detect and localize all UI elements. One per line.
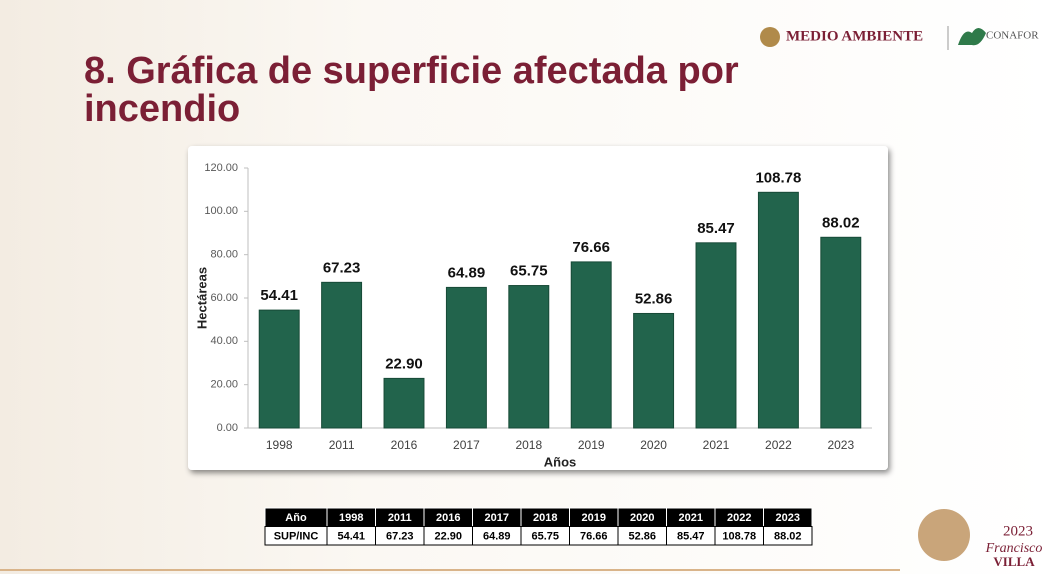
table-cell-text: 67.23 — [386, 531, 414, 543]
data-label: 65.75 — [510, 263, 548, 280]
data-label: 108.78 — [755, 169, 801, 186]
y-tick-label: 60.00 — [210, 292, 238, 304]
x-tick-label: 2016 — [391, 438, 418, 452]
data-label: 52.86 — [635, 290, 673, 307]
table-header-text: 2022 — [727, 512, 751, 524]
bar — [696, 243, 736, 428]
badge-text: 2023 — [1003, 523, 1033, 539]
table-header-text: 2023 — [776, 512, 800, 524]
table-cell-text: 88.02 — [774, 531, 802, 543]
table-cell-text: 65.75 — [531, 531, 559, 543]
data-label: 67.23 — [323, 259, 361, 276]
badge-text: VILLA — [993, 554, 1035, 569]
table-header-text: 1998 — [339, 512, 363, 524]
x-tick-label: 2018 — [515, 438, 542, 452]
x-tick-label: 2022 — [765, 438, 792, 452]
table-cell-text: 52.86 — [628, 531, 656, 543]
y-tick-label: 0.00 — [217, 422, 238, 434]
x-tick-label: 2023 — [827, 438, 854, 452]
table-cell-text: 76.66 — [580, 531, 608, 543]
table-header-text: Año — [285, 512, 307, 524]
bar — [634, 313, 674, 428]
bar — [446, 287, 486, 428]
data-label: 76.66 — [572, 239, 610, 256]
x-tick-label: 2019 — [578, 438, 605, 452]
x-tick-label: 2021 — [703, 438, 730, 452]
table-header-text: 2011 — [388, 512, 412, 524]
table-header-text: 2017 — [485, 512, 509, 524]
x-tick-label: 1998 — [266, 438, 293, 452]
badge-portrait — [918, 509, 970, 561]
table-cell-text: 22.90 — [434, 531, 462, 543]
page: MEDIO AMBIENTE CONAFOR 8. Gráfica de sup… — [0, 0, 1050, 574]
bar — [571, 262, 611, 428]
y-tick-label: 80.00 — [210, 249, 238, 261]
y-tick-label: 120.00 — [204, 162, 238, 174]
data-label: 64.89 — [448, 264, 486, 281]
bar — [384, 378, 424, 428]
table-header-text: 2016 — [436, 512, 460, 524]
table-cell-text: 64.89 — [483, 531, 511, 543]
y-axis-title: Hectáreas — [194, 267, 209, 329]
x-tick-label: 2017 — [453, 438, 480, 452]
slide-title: 8. Gráfica de superficie afectada por in… — [84, 52, 804, 128]
data-table: Año 1998 2011 2016 2017 2018 2019 2020 2021 2022 2… — [265, 508, 812, 545]
bar — [821, 237, 861, 428]
table-cell-text: 108.78 — [722, 531, 756, 543]
logo-text: MEDIO AMBIENTE — [786, 28, 923, 44]
bar — [509, 286, 549, 428]
x-tick-label: 2011 — [329, 438, 355, 452]
table-cell-text: 54.41 — [337, 531, 365, 543]
x-axis-title: Años — [544, 454, 577, 469]
y-tick-label: 20.00 — [210, 379, 238, 391]
bar — [758, 192, 798, 428]
table-header-text: 2020 — [630, 512, 654, 524]
data-label: 85.47 — [697, 220, 735, 237]
slide: MEDIO AMBIENTE CONAFOR 8. Gráfica de sup… — [0, 0, 1050, 574]
logo-emblem — [760, 27, 780, 47]
y-tick-label: 40.00 — [210, 335, 238, 347]
table-cell-text: 85.47 — [677, 531, 705, 543]
table-header-text: 2021 — [679, 512, 703, 524]
logo-text: CONAFOR — [986, 30, 1039, 42]
bar — [322, 282, 362, 428]
table-header-text: 2019 — [582, 512, 606, 524]
x-tick-label: 2020 — [640, 438, 667, 452]
y-tick-label: 100.00 — [204, 205, 238, 217]
title-box: 8. Gráfica de superficie afectada por in… — [84, 52, 804, 152]
bar — [259, 310, 299, 428]
table-cell-text: SUP/INC — [274, 531, 319, 543]
table-header-text: 2018 — [533, 512, 557, 524]
data-label: 88.02 — [822, 214, 860, 231]
data-label: 22.90 — [385, 355, 423, 372]
data-label: 54.41 — [260, 287, 298, 304]
